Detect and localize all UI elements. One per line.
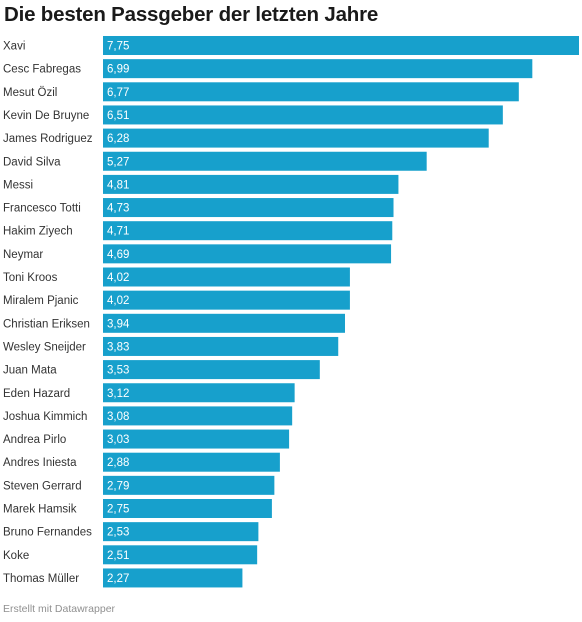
value-label: 2,88 xyxy=(107,457,129,469)
category-label: Francesco Totti xyxy=(3,203,81,215)
value-label: 4,02 xyxy=(107,295,129,307)
value-label: 3,94 xyxy=(107,318,130,330)
bar-row: Koke 2,51 xyxy=(3,545,258,565)
bar-row: Neymar 4,69 xyxy=(3,244,392,264)
bar-row: Miralem Pjanic 4,02 xyxy=(3,290,350,310)
bar-row: Andres Iniesta 2,88 xyxy=(3,452,280,472)
bar xyxy=(103,360,320,380)
bar xyxy=(103,267,350,287)
value-label: 4,81 xyxy=(107,179,129,191)
value-label: 7,75 xyxy=(107,41,129,53)
bar xyxy=(103,313,345,333)
category-label: Xavi xyxy=(3,41,25,53)
bar-row: Kevin De Bruyne 6,51 xyxy=(3,105,503,125)
category-label: Christian Eriksen xyxy=(3,318,90,330)
footer-credit: Erstellt mit Datawrapper xyxy=(3,603,116,615)
bar xyxy=(103,221,393,241)
bar-row: Eden Hazard 3,12 xyxy=(3,383,295,403)
bar-row: James Rodriguez 6,28 xyxy=(3,128,489,148)
bar-row: Juan Mata 3,53 xyxy=(3,360,320,380)
bar xyxy=(103,244,392,264)
bar xyxy=(103,336,339,356)
bar-row: Francesco Totti 4,73 xyxy=(3,198,394,218)
category-label: Steven Gerrard xyxy=(3,480,82,492)
category-label: Cesc Fabregas xyxy=(3,64,81,76)
bar-row: Xavi 7,75 xyxy=(3,36,579,55)
bar-row: Mesut Özil 6,77 xyxy=(3,82,519,102)
value-label: 3,03 xyxy=(107,434,129,446)
value-label: 3,12 xyxy=(107,388,129,400)
category-label: Thomas Müller xyxy=(3,573,79,585)
bar xyxy=(103,568,243,588)
bar xyxy=(103,36,579,55)
bar-row: Joshua Kimmich 3,08 xyxy=(3,406,293,426)
category-label: Bruno Fernandes xyxy=(3,527,92,539)
bar-row: Christian Eriksen 3,94 xyxy=(3,313,345,333)
category-label: Joshua Kimmich xyxy=(3,411,87,423)
category-label: Neymar xyxy=(3,249,43,261)
value-label: 5,27 xyxy=(107,156,129,168)
category-label: David Silva xyxy=(3,156,61,168)
category-label: Andrea Pirlo xyxy=(3,434,66,446)
category-label: Andres Iniesta xyxy=(3,457,77,469)
bar-row: Cesc Fabregas 6,99 xyxy=(3,59,533,79)
bar xyxy=(103,151,427,171)
bar-row: Toni Kroos 4,02 xyxy=(3,267,350,287)
bar xyxy=(103,406,293,426)
bar-row: Hakim Ziyech 4,71 xyxy=(3,221,393,241)
bar xyxy=(103,545,258,565)
category-label: Wesley Sneijder xyxy=(3,341,86,353)
bar xyxy=(103,383,295,403)
value-label: 3,83 xyxy=(107,341,129,353)
category-label: Koke xyxy=(3,550,29,562)
value-label: 3,53 xyxy=(107,365,129,377)
category-label: James Rodriguez xyxy=(3,133,93,145)
bar xyxy=(103,128,489,148)
bar xyxy=(103,105,503,125)
bar-row: Thomas Müller 2,27 xyxy=(3,568,243,588)
value-label: 3,08 xyxy=(107,411,129,423)
value-label: 6,77 xyxy=(107,87,129,99)
bar xyxy=(103,429,290,449)
category-label: Juan Mata xyxy=(3,365,57,377)
value-label: 2,75 xyxy=(107,504,129,516)
bar xyxy=(103,290,350,310)
bar-row: Wesley Sneijder 3,83 xyxy=(3,336,339,356)
value-label: 2,27 xyxy=(107,573,129,585)
category-label: Toni Kroos xyxy=(3,272,58,284)
bar-row: Marek Hamsik 2,75 xyxy=(3,499,272,518)
bar-row: Bruno Fernandes 2,53 xyxy=(3,522,259,542)
value-label: 4,73 xyxy=(107,203,129,215)
category-label: Messi xyxy=(3,179,33,191)
bar xyxy=(103,499,272,518)
value-label: 2,79 xyxy=(107,480,129,492)
category-label: Eden Hazard xyxy=(3,388,70,400)
bar-row: Andrea Pirlo 3,03 xyxy=(3,429,290,449)
bar-row: David Silva 5,27 xyxy=(3,151,427,171)
value-label: 4,71 xyxy=(107,226,129,238)
value-label: 6,51 xyxy=(107,110,129,122)
value-label: 2,51 xyxy=(107,550,129,562)
bar-chart: Xavi 7,75 Cesc Fabregas 6,99 Mesut Özil 6,77 K… xyxy=(3,36,579,588)
value-label: 6,28 xyxy=(107,133,129,145)
bar xyxy=(103,59,533,79)
category-label: Hakim Ziyech xyxy=(3,226,73,238)
bar xyxy=(103,452,280,472)
bar xyxy=(103,174,399,194)
bar-row: Steven Gerrard 2,79 xyxy=(3,475,275,495)
value-label: 2,53 xyxy=(107,527,129,539)
chart-title: Die besten Passgeber der letzten Jahre xyxy=(4,3,379,26)
value-label: 6,99 xyxy=(107,64,129,76)
bar xyxy=(103,82,519,102)
category-label: Miralem Pjanic xyxy=(3,295,79,307)
bar xyxy=(103,198,394,218)
category-label: Marek Hamsik xyxy=(3,504,77,516)
bar-row: Messi 4,81 xyxy=(3,174,399,194)
category-label: Mesut Özil xyxy=(3,87,57,99)
value-label: 4,69 xyxy=(107,249,129,261)
category-label: Kevin De Bruyne xyxy=(3,110,89,122)
value-label: 4,02 xyxy=(107,272,129,284)
bar xyxy=(103,475,275,495)
bar xyxy=(103,522,259,542)
